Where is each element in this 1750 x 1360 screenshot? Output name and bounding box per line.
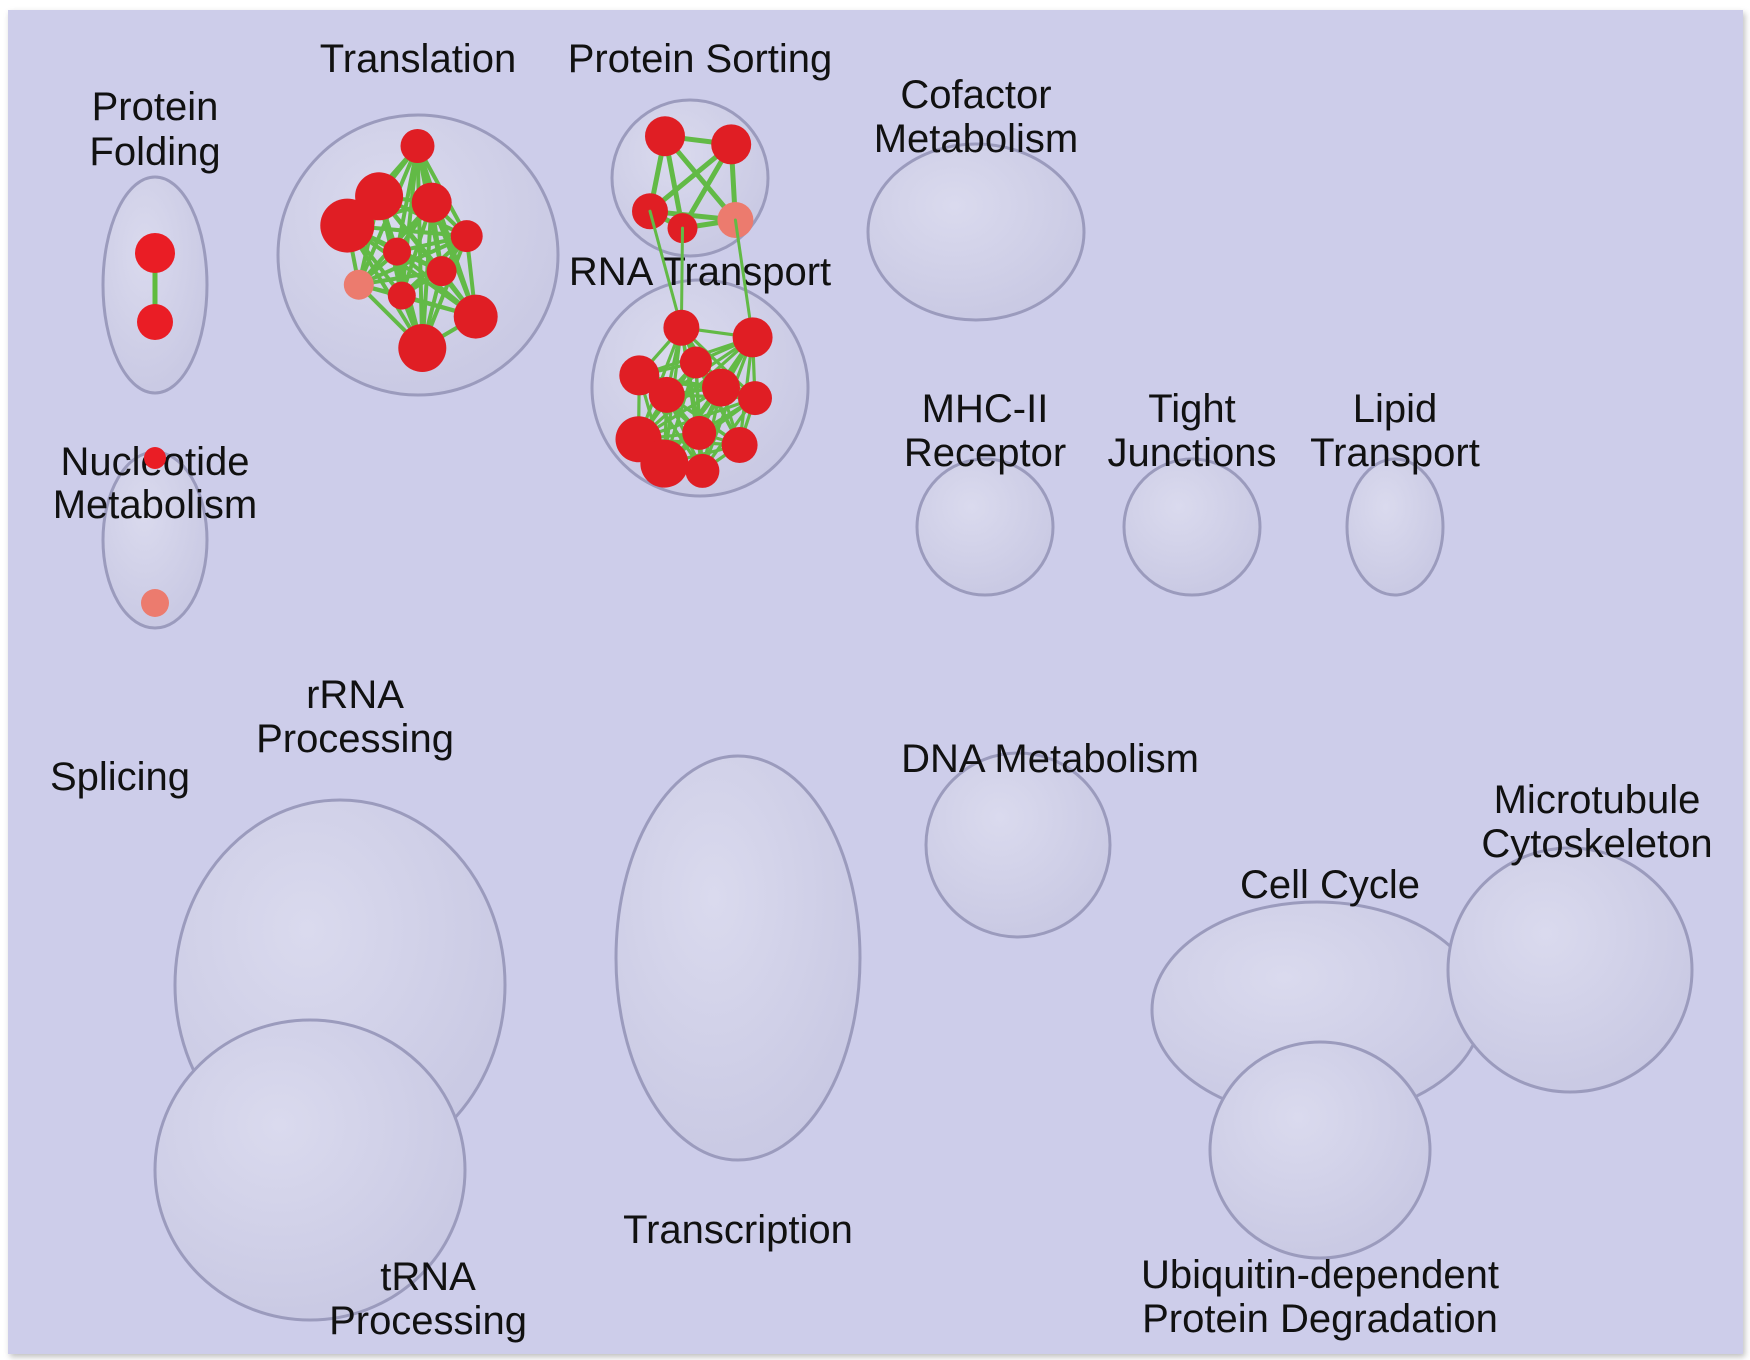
svg-text:Lipid: Lipid	[1353, 387, 1438, 431]
svg-text:Folding: Folding	[89, 130, 220, 174]
svg-text:MHC-II: MHC-II	[922, 387, 1049, 431]
svg-text:Cytoskeleton: Cytoskeleton	[1481, 822, 1712, 866]
svg-text:tRNA: tRNA	[380, 1255, 476, 1299]
svg-text:Ubiquitin-dependent: Ubiquitin-dependent	[1141, 1253, 1499, 1297]
svg-text:Tight: Tight	[1148, 387, 1235, 431]
svg-text:RNA Transport: RNA Transport	[569, 250, 831, 294]
svg-text:Metabolism: Metabolism	[874, 117, 1079, 161]
svg-text:Splicing: Splicing	[50, 755, 190, 799]
svg-text:Processing: Processing	[329, 1299, 527, 1343]
svg-text:Protein: Protein	[92, 85, 219, 129]
svg-text:Processing: Processing	[256, 717, 454, 761]
svg-text:Transcription: Transcription	[623, 1208, 853, 1252]
svg-text:Protein Sorting: Protein Sorting	[568, 37, 833, 81]
svg-text:Transport: Transport	[1310, 431, 1480, 475]
svg-text:Microtubule: Microtubule	[1494, 778, 1701, 822]
svg-text:Receptor: Receptor	[904, 431, 1066, 475]
svg-text:DNA Metabolism: DNA Metabolism	[901, 737, 1199, 781]
svg-text:Cell Cycle: Cell Cycle	[1240, 863, 1420, 907]
svg-text:rRNA: rRNA	[306, 673, 404, 717]
svg-text:Junctions: Junctions	[1108, 431, 1277, 475]
svg-text:Translation: Translation	[320, 37, 516, 81]
svg-text:Protein Degradation: Protein Degradation	[1142, 1297, 1498, 1341]
svg-text:Cofactor: Cofactor	[900, 73, 1051, 117]
svg-text:Metabolism: Metabolism	[53, 483, 258, 527]
